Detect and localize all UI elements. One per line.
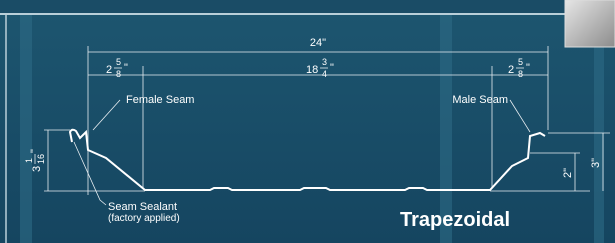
top-band	[0, 0, 615, 14]
page: {"title": "Trapezoidal", "dimensions": {…	[0, 0, 615, 243]
numerator: 5	[116, 57, 121, 67]
denominator: 4	[322, 69, 327, 79]
whole: 2	[508, 64, 514, 76]
stripe	[440, 0, 452, 243]
callout: Male Seam	[452, 94, 508, 106]
unit: "	[330, 62, 334, 74]
unit: "	[526, 62, 530, 74]
numerator: 5	[518, 57, 523, 67]
denominator: 8	[518, 69, 523, 79]
callout-note: (factory applied)	[108, 213, 180, 224]
callout: Seam Sealant	[108, 201, 177, 213]
diagram: 24" 2 5 8 " 18 3 4 " 2 5 8 " 3 1 16 " 2"…	[0, 0, 615, 243]
numerator: 3	[322, 57, 327, 67]
callout: Female Seam	[126, 94, 194, 106]
denominator: 8	[116, 69, 121, 79]
dimension-label: 3"	[590, 158, 602, 168]
dimension-label: 2"	[562, 168, 574, 178]
numerator: 1	[24, 158, 34, 163]
title: Trapezoidal	[400, 209, 510, 231]
background	[0, 0, 615, 243]
whole: 2	[106, 64, 112, 76]
unit: "	[29, 149, 41, 153]
whole: 3	[31, 166, 43, 172]
dimension-label: 24"	[310, 37, 326, 49]
denominator: 16	[36, 154, 46, 164]
stripe	[20, 0, 32, 243]
photo	[565, 0, 615, 47]
unit: "	[124, 62, 128, 74]
whole: 18	[306, 64, 318, 76]
